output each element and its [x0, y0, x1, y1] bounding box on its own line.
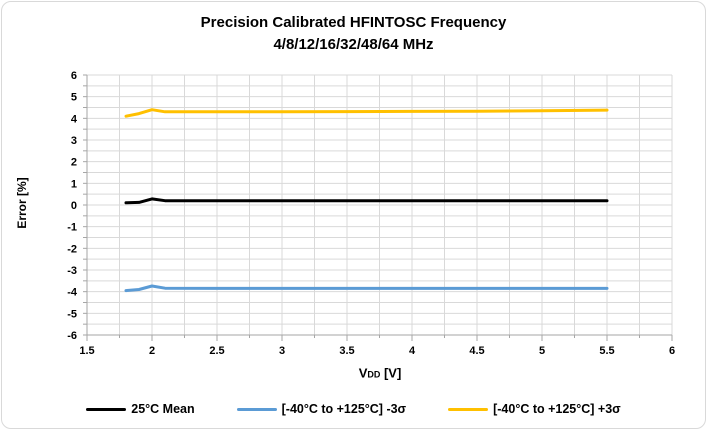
x-tick-label: 4.5	[469, 345, 484, 357]
y-tick-label: -1	[67, 222, 77, 234]
y-tick-label: -2	[67, 243, 77, 255]
legend-swatch-line	[236, 407, 277, 411]
chart-subtitle: 4/8/12/16/32/48/64 MHz	[273, 36, 434, 53]
y-tick-label: 2	[71, 157, 77, 169]
x-axis-title-unit: [V]	[380, 365, 402, 381]
x-tick-label: 5.5	[599, 345, 614, 357]
y-tick-label: 4	[71, 113, 78, 125]
y-tick-label: -6	[67, 330, 77, 342]
series-line	[124, 284, 609, 293]
legend-label: 25°C Mean	[131, 402, 195, 416]
x-tick-label: 2	[149, 345, 155, 357]
legend-item: [-40°C to +125°C] -3σ	[236, 402, 407, 416]
x-tick-label: 1.5	[79, 345, 94, 357]
legend-swatch-line	[86, 407, 127, 411]
y-tick-label: 1	[71, 178, 77, 190]
y-tick-label: 6	[71, 70, 77, 82]
legend-label: [-40°C to +125°C] -3σ	[281, 402, 407, 416]
tick-labels: -6 -5 -4 -3 -2 -1 0 1 2 3 4 5 6 1.5 2 2.5 3 3.5 4 4.5 5 5.5 6	[67, 70, 675, 357]
x-tick-label: 5	[539, 345, 545, 357]
x-axis-title-main: V	[358, 365, 368, 381]
y-tick-label: -3	[67, 265, 77, 277]
x-tick-label: 3	[279, 345, 285, 357]
x-axis-title: VDD [V]	[359, 366, 402, 381]
series-line	[124, 197, 609, 205]
axis-lines	[83, 74, 673, 341]
chart-title: Precision Calibrated HFINTOSC Frequency	[200, 14, 507, 31]
x-tick-label: 2.5	[209, 345, 224, 357]
legend-swatch-line	[448, 407, 489, 411]
legend-item: 25°C Mean	[86, 402, 195, 416]
legend-item: [-40°C to +125°C] +3σ	[448, 402, 621, 416]
x-axis-title-sub: DD	[367, 369, 381, 380]
x-tick-label: 3.5	[339, 345, 354, 357]
series-line	[124, 108, 609, 118]
chart-title-block: Precision Calibrated HFINTOSC Frequency …	[0, 12, 707, 56]
y-tick-label: -4	[67, 287, 78, 299]
y-tick-label: -5	[67, 308, 77, 320]
legend-label: [-40°C to +125°C] +3σ	[493, 402, 621, 416]
x-tick-label: 4	[409, 345, 416, 357]
y-tick-label: 3	[71, 135, 77, 147]
y-tick-label: 5	[71, 92, 77, 104]
x-tick-label: 6	[669, 345, 675, 357]
data-series	[124, 108, 609, 293]
legend: 25°C Mean [-40°C to +125°C] -3σ [-40°C to …	[0, 402, 707, 416]
y-tick-label: 0	[71, 200, 77, 212]
gridlines	[87, 74, 673, 335]
